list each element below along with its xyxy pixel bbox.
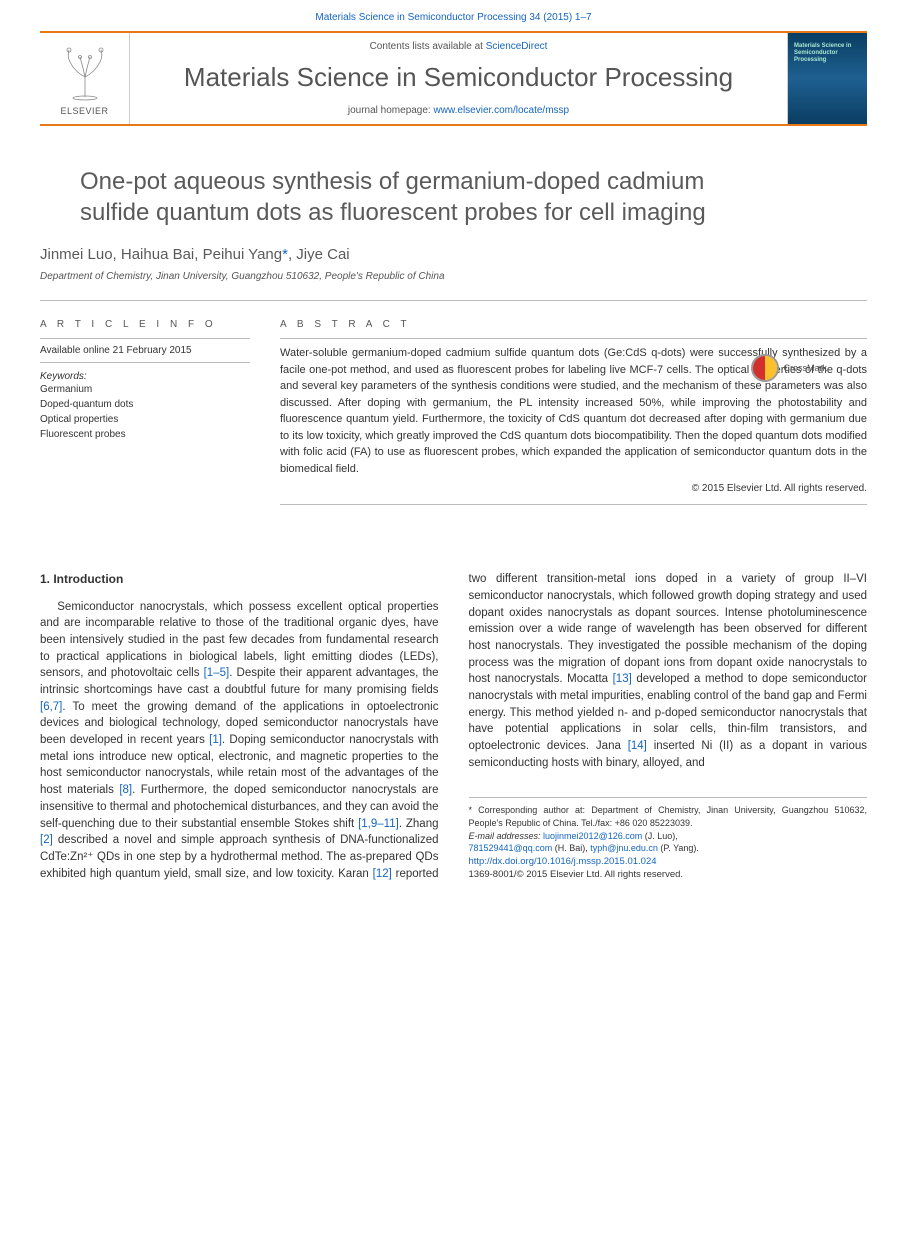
email-link[interactable]: 781529441@qq.com	[469, 843, 553, 853]
authors-part1: Jinmei Luo, Haihua Bai, Peihui Yang	[40, 246, 282, 263]
divider	[40, 300, 867, 301]
citation-link[interactable]: [12]	[373, 868, 392, 880]
homepage-prefix: journal homepage:	[348, 105, 434, 116]
body-text: . Zhang	[399, 818, 439, 830]
authors-part2: , Jiye Cai	[288, 246, 350, 263]
article-info-heading: A R T I C L E I N F O	[40, 319, 250, 330]
citation-link[interactable]: [8]	[119, 784, 132, 796]
issn-copyright: 1369-8001/© 2015 Elsevier Ltd. All right…	[469, 868, 868, 881]
homepage-line: journal homepage: www.elsevier.com/locat…	[142, 105, 775, 116]
footnote-block: * Corresponding author at: Department of…	[469, 797, 868, 881]
crossmark-icon	[751, 354, 779, 382]
cover-title: Materials Science in Semiconductor Proce…	[794, 43, 861, 65]
email-link[interactable]: luojinmei2012@126.com	[543, 831, 642, 841]
affiliation: Department of Chemistry, Jinan Universit…	[40, 271, 867, 282]
contents-lists-line: Contents lists available at ScienceDirec…	[142, 41, 775, 52]
journal-name: Materials Science in Semiconductor Proce…	[142, 62, 775, 93]
citation-link[interactable]: [1,9–11]	[358, 818, 399, 830]
citation-link[interactable]: [6,7]	[40, 701, 62, 713]
crossmark-label: CrossMark	[783, 363, 827, 373]
article-title: One-pot aqueous synthesis of germanium-d…	[80, 166, 760, 228]
info-abstract-row: A R T I C L E I N F O Available online 2…	[40, 319, 867, 511]
keyword: Doped-quantum dots	[40, 397, 250, 412]
running-header: Materials Science in Semiconductor Proce…	[0, 0, 907, 31]
available-online: Available online 21 February 2015	[40, 345, 250, 356]
journal-cover-thumb: Materials Science in Semiconductor Proce…	[787, 33, 867, 124]
email-link[interactable]: typh@jnu.edu.cn	[590, 843, 658, 853]
crossmark-badge[interactable]: CrossMark	[751, 354, 827, 382]
abstract-copyright: © 2015 Elsevier Ltd. All rights reserved…	[280, 483, 867, 494]
body-columns: 1. Introduction Semiconductor nanocrysta…	[40, 571, 867, 882]
publisher-name: ELSEVIER	[60, 106, 108, 116]
info-divider	[280, 338, 867, 339]
citation-link[interactable]: [14]	[628, 740, 647, 752]
keyword: Fluorescent probes	[40, 427, 250, 442]
keyword: Optical properties	[40, 412, 250, 427]
citation-link[interactable]: [13]	[613, 673, 632, 685]
contents-prefix: Contents lists available at	[370, 41, 486, 52]
email-label: E-mail addresses:	[469, 831, 544, 841]
citation-link[interactable]: [2]	[40, 834, 53, 846]
citation-link[interactable]: [1–5]	[204, 667, 230, 679]
info-divider	[40, 362, 250, 363]
homepage-link[interactable]: www.elsevier.com/locate/mssp	[434, 105, 570, 116]
body-text: . Furthermore, the doped semiconductor	[132, 784, 352, 796]
info-divider	[280, 504, 867, 505]
email-who: (H. Bai),	[552, 843, 590, 853]
email-line: E-mail addresses: luojinmei2012@126.com …	[469, 830, 868, 855]
abstract-heading: A B S T R A C T	[280, 319, 867, 330]
author-list: Jinmei Luo, Haihua Bai, Peihui Yang*, Ji…	[40, 246, 867, 263]
section-heading: 1. Introduction	[40, 571, 439, 588]
sciencedirect-link[interactable]: ScienceDirect	[486, 41, 548, 52]
keyword: Germanium	[40, 382, 250, 397]
banner-center: Contents lists available at ScienceDirec…	[130, 33, 787, 124]
corresponding-author-note: * Corresponding author at: Department of…	[469, 804, 868, 829]
doi-link[interactable]: http://dx.doi.org/10.1016/j.mssp.2015.01…	[469, 856, 657, 867]
publisher-logo-box: ELSEVIER	[40, 33, 130, 124]
info-divider	[40, 338, 250, 339]
abstract-column: A B S T R A C T Water-soluble germanium-…	[280, 319, 867, 511]
email-who: (J. Luo),	[642, 831, 678, 841]
citation-link[interactable]: [1]	[209, 734, 222, 746]
article-info-column: A R T I C L E I N F O Available online 2…	[40, 319, 250, 511]
elsevier-tree-icon	[55, 42, 115, 102]
journal-banner: ELSEVIER Contents lists available at Sci…	[40, 31, 867, 126]
email-who: (P. Yang).	[658, 843, 699, 853]
keywords-label: Keywords:	[40, 371, 250, 382]
